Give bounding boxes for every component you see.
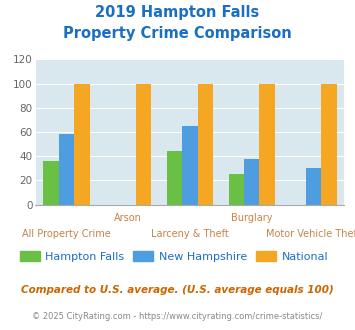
Text: Compared to U.S. average. (U.S. average equals 100): Compared to U.S. average. (U.S. average …: [21, 285, 334, 295]
Text: 2019 Hampton Falls: 2019 Hampton Falls: [95, 5, 260, 20]
Text: Burglary: Burglary: [231, 213, 272, 223]
Bar: [182, 126, 198, 205]
Text: All Property Crime: All Property Crime: [22, 229, 111, 239]
Bar: [43, 161, 59, 205]
Bar: [260, 83, 275, 205]
Bar: [244, 159, 260, 205]
Legend: Hampton Falls, New Hampshire, National: Hampton Falls, New Hampshire, National: [20, 251, 328, 262]
Text: Property Crime Comparison: Property Crime Comparison: [63, 26, 292, 41]
Bar: [59, 134, 74, 205]
Bar: [167, 151, 182, 205]
Bar: [198, 83, 213, 205]
Bar: [229, 174, 244, 205]
Text: © 2025 CityRating.com - https://www.cityrating.com/crime-statistics/: © 2025 CityRating.com - https://www.city…: [32, 312, 323, 321]
Text: Larceny & Theft: Larceny & Theft: [151, 229, 229, 239]
Text: Arson: Arson: [114, 213, 142, 223]
Bar: [306, 168, 321, 205]
Bar: [321, 83, 337, 205]
Bar: [136, 83, 151, 205]
Bar: [74, 83, 89, 205]
Text: Motor Vehicle Theft: Motor Vehicle Theft: [266, 229, 355, 239]
